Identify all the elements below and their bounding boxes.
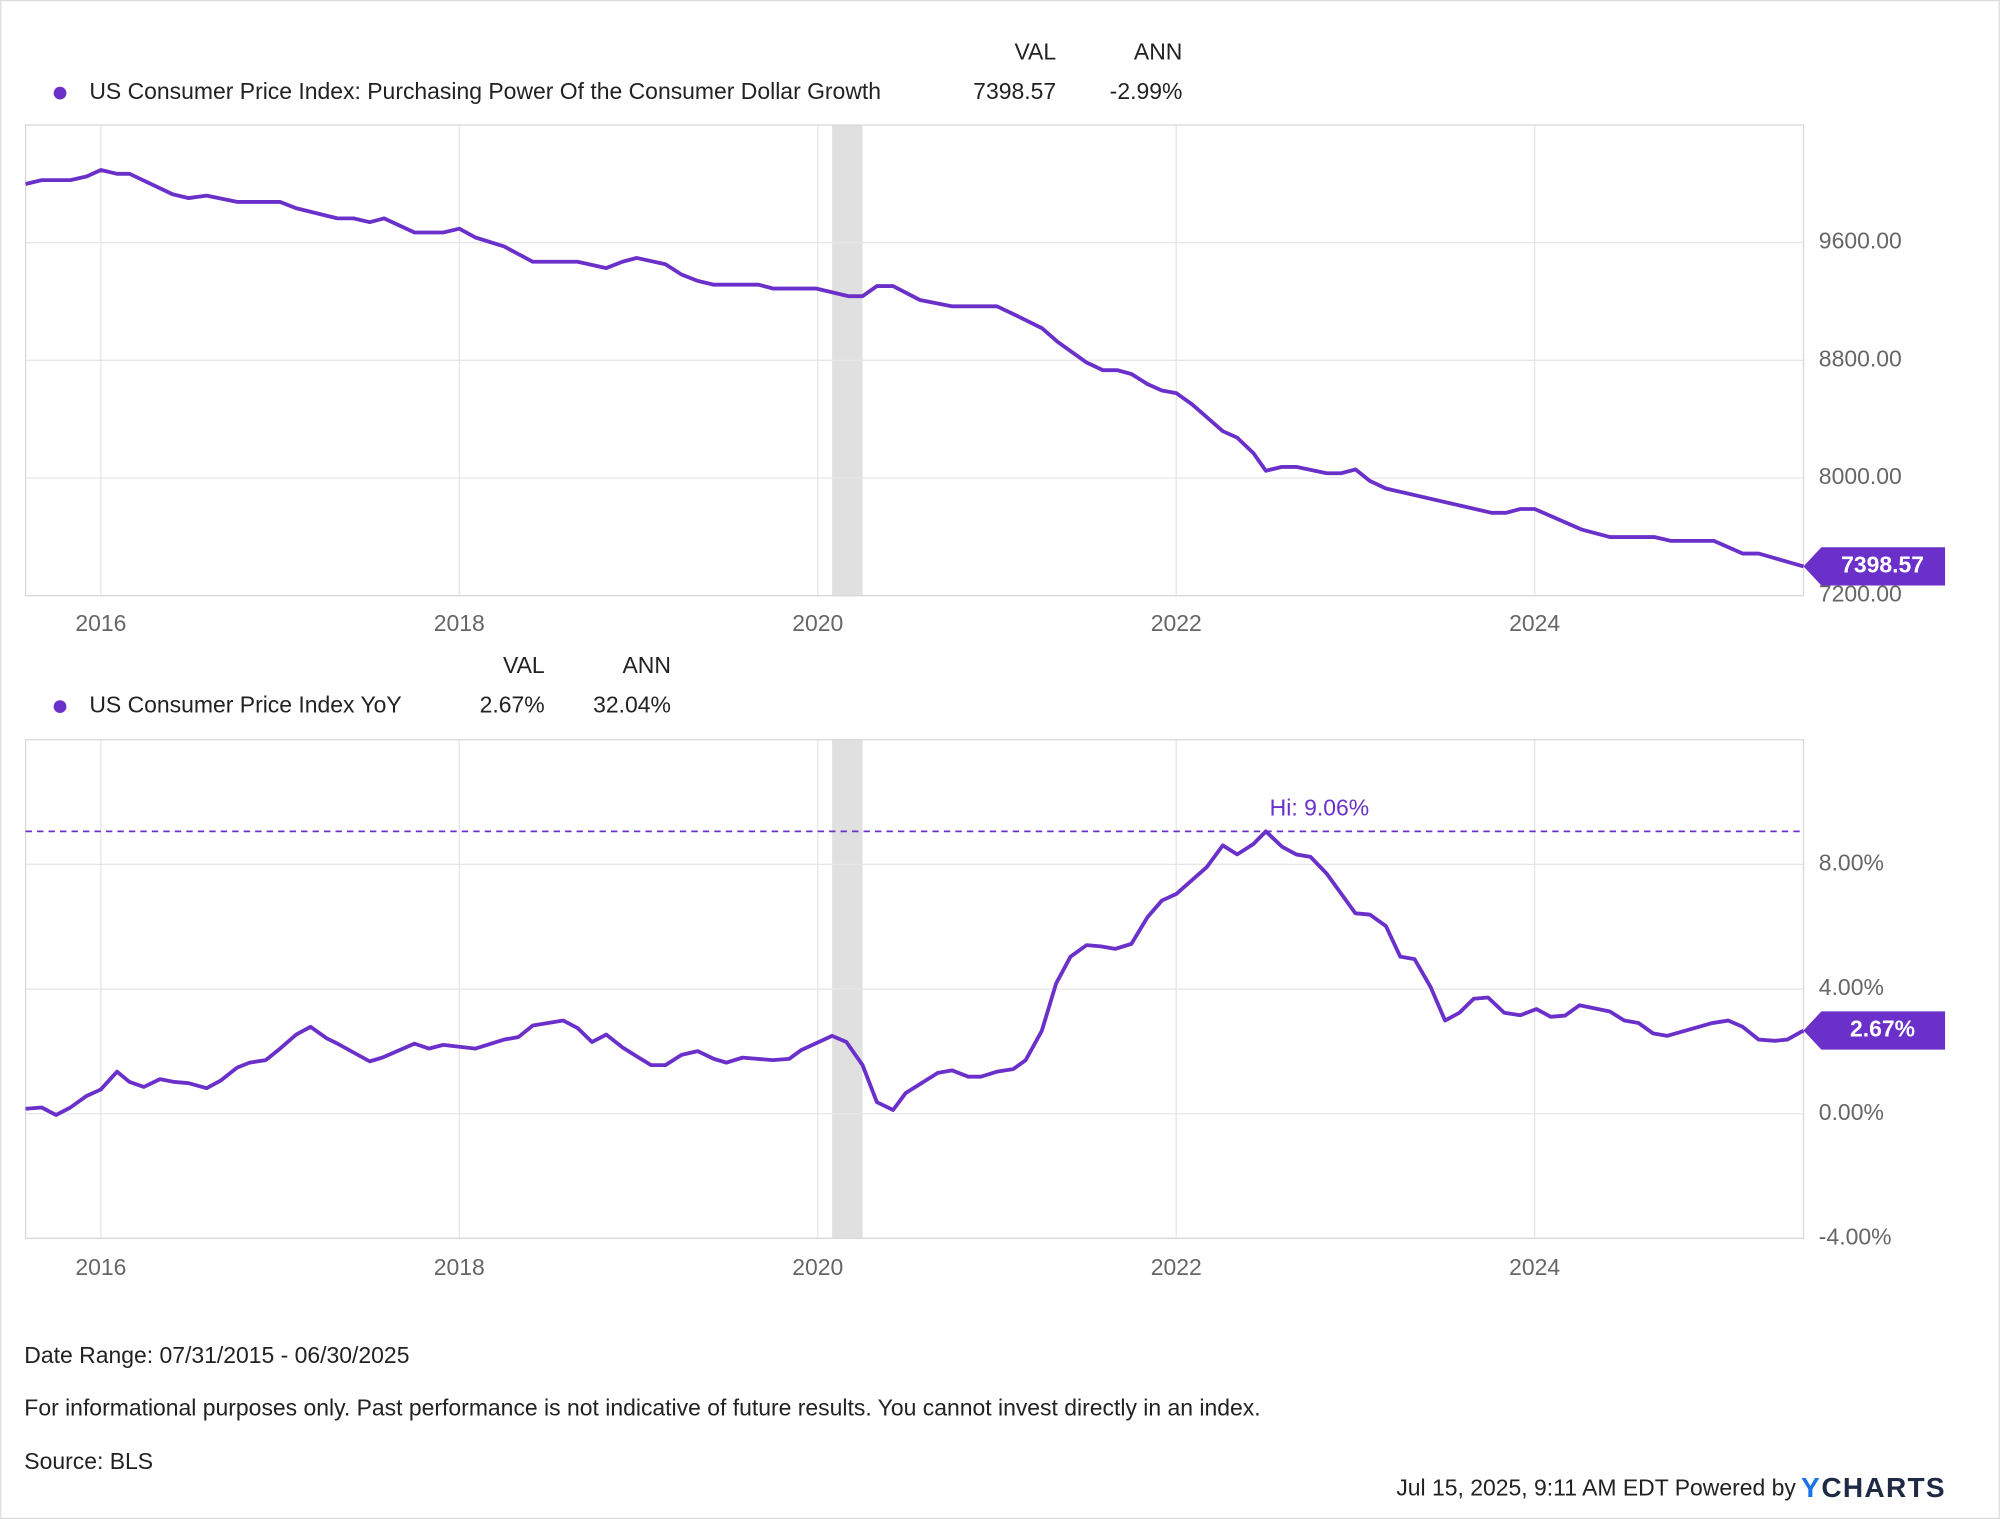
timestamp: Jul 15, 2025, 9:11 AM EDT Powered by [1396, 1475, 1796, 1501]
legend-dot [53, 700, 67, 713]
x-tick-label: 2016 [75, 1254, 126, 1280]
logo-y: Y [1801, 1472, 1820, 1503]
legend-ann: 32.04% [593, 692, 671, 718]
y-tick-label: 9600.00 [1819, 228, 1902, 254]
legend-val: 2.67% [480, 692, 545, 718]
y-tick-label: 0.00% [1819, 1099, 1884, 1125]
x-tick-label: 2024 [1509, 610, 1560, 636]
legend-val-header: VAL [503, 652, 545, 678]
x-tick-label: 2024 [1509, 1254, 1560, 1280]
end-label: 7398.57 [1841, 551, 1924, 577]
legend-val-header: VAL [1014, 39, 1056, 65]
x-tick-label: 2018 [434, 1254, 485, 1280]
end-marker [1803, 547, 1946, 586]
x-tick-label: 2020 [792, 610, 843, 636]
source: Source: BLS [24, 1448, 153, 1474]
x-tick-label: 2018 [434, 610, 485, 636]
end-label: 2.67% [1850, 1016, 1915, 1042]
x-tick-label: 2022 [1151, 610, 1202, 636]
date-range: Date Range: 07/31/2015 - 06/30/2025 [24, 1342, 409, 1368]
y-tick-label: 8800.00 [1819, 345, 1902, 371]
legend-ann-header: ANN [1134, 39, 1182, 65]
y-tick-label: 8.00% [1819, 849, 1884, 875]
end-marker [1803, 1011, 1946, 1050]
legend-ann-header: ANN [623, 652, 671, 678]
legend-name: US Consumer Price Index YoY [89, 692, 401, 718]
legend-val: 7398.57 [973, 78, 1056, 104]
y-tick-label: -4.00% [1819, 1223, 1892, 1249]
disclaimer: For informational purposes only. Past pe… [24, 1394, 1260, 1420]
logo-text: CHARTS [1821, 1472, 1946, 1503]
hi-label: Hi: 9.06% [1270, 795, 1369, 821]
plot-frame [24, 739, 1805, 1240]
x-tick-label: 2020 [792, 1254, 843, 1280]
plot-frame [24, 124, 1805, 597]
legend-dot [53, 86, 67, 100]
x-tick-label: 2022 [1151, 1254, 1202, 1280]
series-line [25, 829, 1805, 1117]
series-line [25, 168, 1805, 569]
y-tick-label: 8000.00 [1819, 463, 1902, 489]
legend-ann: -2.99% [1110, 78, 1183, 104]
y-tick-label: 4.00% [1819, 974, 1884, 1000]
x-tick-label: 2016 [75, 610, 126, 636]
legend-name: US Consumer Price Index: Purchasing Powe… [89, 78, 881, 104]
